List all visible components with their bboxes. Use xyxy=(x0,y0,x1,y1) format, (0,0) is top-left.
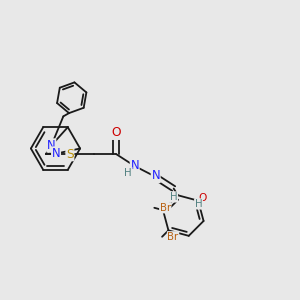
Text: O: O xyxy=(199,193,207,203)
Text: S: S xyxy=(66,148,74,160)
Text: O: O xyxy=(111,126,121,139)
Text: N: N xyxy=(130,159,139,172)
Text: H: H xyxy=(170,192,178,202)
Text: Br: Br xyxy=(167,232,178,242)
Text: N: N xyxy=(47,139,56,152)
Text: Br: Br xyxy=(160,203,171,213)
Text: H: H xyxy=(195,199,202,209)
Text: H: H xyxy=(124,168,132,178)
Text: N: N xyxy=(152,169,160,182)
Text: N: N xyxy=(52,147,60,160)
